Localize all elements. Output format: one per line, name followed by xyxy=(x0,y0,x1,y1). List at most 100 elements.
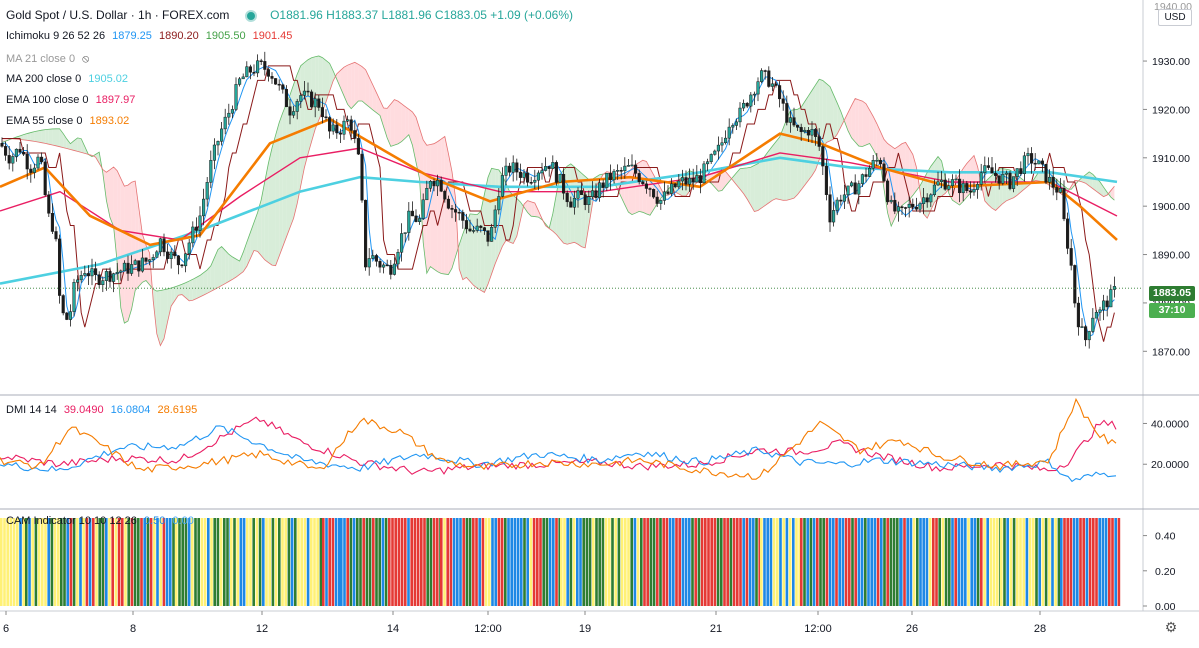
ichimoku-legend[interactable]: Ichimoku 9 26 52 26 1879.25 1890.20 1905… xyxy=(6,29,296,43)
candle-body xyxy=(446,198,450,209)
candle xyxy=(11,153,15,172)
cam-bar xyxy=(381,518,385,606)
hidden-eye-icon[interactable]: ⦸ xyxy=(82,53,90,65)
cloud-segment xyxy=(243,242,247,272)
cam-bar xyxy=(662,518,665,606)
candle xyxy=(641,180,645,186)
dmi-line-0 xyxy=(0,416,1117,475)
currency-button[interactable]: USD xyxy=(1158,9,1192,26)
cam-bar xyxy=(555,518,558,606)
candle xyxy=(1102,294,1106,321)
candle-body xyxy=(803,129,807,133)
candle xyxy=(155,250,159,258)
cam-bar xyxy=(181,518,184,606)
cam-bar xyxy=(249,518,252,606)
cam-bar xyxy=(114,518,118,606)
candle-body xyxy=(968,190,972,193)
candle xyxy=(86,265,90,286)
ma21-legend[interactable]: MA 21 close 0 ⦸ xyxy=(6,52,93,66)
dmi-value-1: 39.0490 xyxy=(63,404,104,416)
price-tick-label: 1920.00 xyxy=(1152,104,1190,116)
cam-bar xyxy=(1101,518,1105,606)
candles xyxy=(0,51,1116,349)
cloud-segment xyxy=(988,175,992,209)
cloud-segment xyxy=(293,74,298,219)
candle-body xyxy=(414,215,418,222)
candle xyxy=(130,255,134,276)
market-status-icon xyxy=(244,9,257,22)
candle-body xyxy=(680,177,684,182)
cam-bar xyxy=(803,518,806,606)
cam-bar xyxy=(957,518,961,606)
ema55-legend[interactable]: EMA 55 close 0 1893.02 xyxy=(6,114,133,128)
cam-bar xyxy=(79,518,82,606)
candle xyxy=(929,193,933,208)
gear-icon[interactable]: ⚙ xyxy=(1164,619,1178,635)
cam-bar xyxy=(153,518,156,606)
cam-bar xyxy=(410,518,413,606)
candle xyxy=(346,115,350,123)
cam-bar xyxy=(792,518,795,606)
candle xyxy=(922,188,926,214)
cam-bar xyxy=(203,518,207,606)
cam-bar xyxy=(825,518,829,606)
candle-body xyxy=(18,148,22,153)
candle-body xyxy=(270,76,274,79)
time-label: 14 xyxy=(387,623,399,635)
candle-body xyxy=(194,226,198,231)
cam-bar xyxy=(989,518,993,606)
candle-body xyxy=(421,199,425,219)
candle xyxy=(540,162,544,180)
cam-bar xyxy=(284,518,287,606)
candle xyxy=(961,179,965,202)
candle xyxy=(1040,158,1044,173)
cam-bar xyxy=(614,518,617,606)
cam-bar xyxy=(484,518,488,606)
cam-bar xyxy=(922,518,925,606)
cam-bar xyxy=(636,518,640,606)
cam-bar xyxy=(121,518,124,606)
cam-bar xyxy=(779,518,782,606)
cam-bar xyxy=(159,518,162,606)
cloud-segment xyxy=(369,77,373,110)
candle-body xyxy=(324,116,328,119)
candle xyxy=(803,127,807,134)
candle-body xyxy=(317,98,321,108)
symbol-title[interactable]: Gold Spot / U.S. Dollar · 1h · FOREX.com xyxy=(6,8,230,22)
candle-body xyxy=(263,61,267,70)
cam-legend[interactable]: CAM Indicator 10 10 12 26 0.50 0.00 xyxy=(6,514,198,528)
cam-bar xyxy=(912,518,916,606)
ma200-legend[interactable]: MA 200 close 0 1905.02 xyxy=(6,72,132,86)
cam-bar xyxy=(69,518,73,606)
candle xyxy=(418,214,422,225)
candle xyxy=(684,170,688,191)
candle-body xyxy=(778,85,782,100)
cam-bar xyxy=(297,518,300,606)
cam-bar xyxy=(281,518,284,606)
candle-body xyxy=(248,66,252,73)
cam-bar xyxy=(1117,518,1121,606)
cloud-segment xyxy=(354,62,359,105)
dmi-legend[interactable]: DMI 14 14 39.0490 16.0804 28.6195 xyxy=(6,403,201,417)
candle-body xyxy=(810,129,814,136)
candle-body xyxy=(745,102,749,107)
candle-body xyxy=(148,259,152,262)
cloud-segment xyxy=(768,146,773,203)
cam-bar xyxy=(1072,518,1076,606)
candle-body xyxy=(961,183,965,194)
candle xyxy=(785,95,789,126)
cloud-segment xyxy=(408,109,413,146)
ema100-legend[interactable]: EMA 100 close 0 1897.97 xyxy=(6,93,139,107)
candle-body xyxy=(655,196,659,204)
cam-bar xyxy=(941,518,945,606)
candle-body xyxy=(454,209,458,213)
cam-bar xyxy=(22,518,25,606)
cam-bar xyxy=(948,518,951,606)
cam-bar xyxy=(432,518,436,606)
candle-body xyxy=(1012,176,1016,189)
cloud-segment xyxy=(1100,181,1104,197)
candle-body xyxy=(126,262,130,274)
cam-bar xyxy=(860,518,864,606)
